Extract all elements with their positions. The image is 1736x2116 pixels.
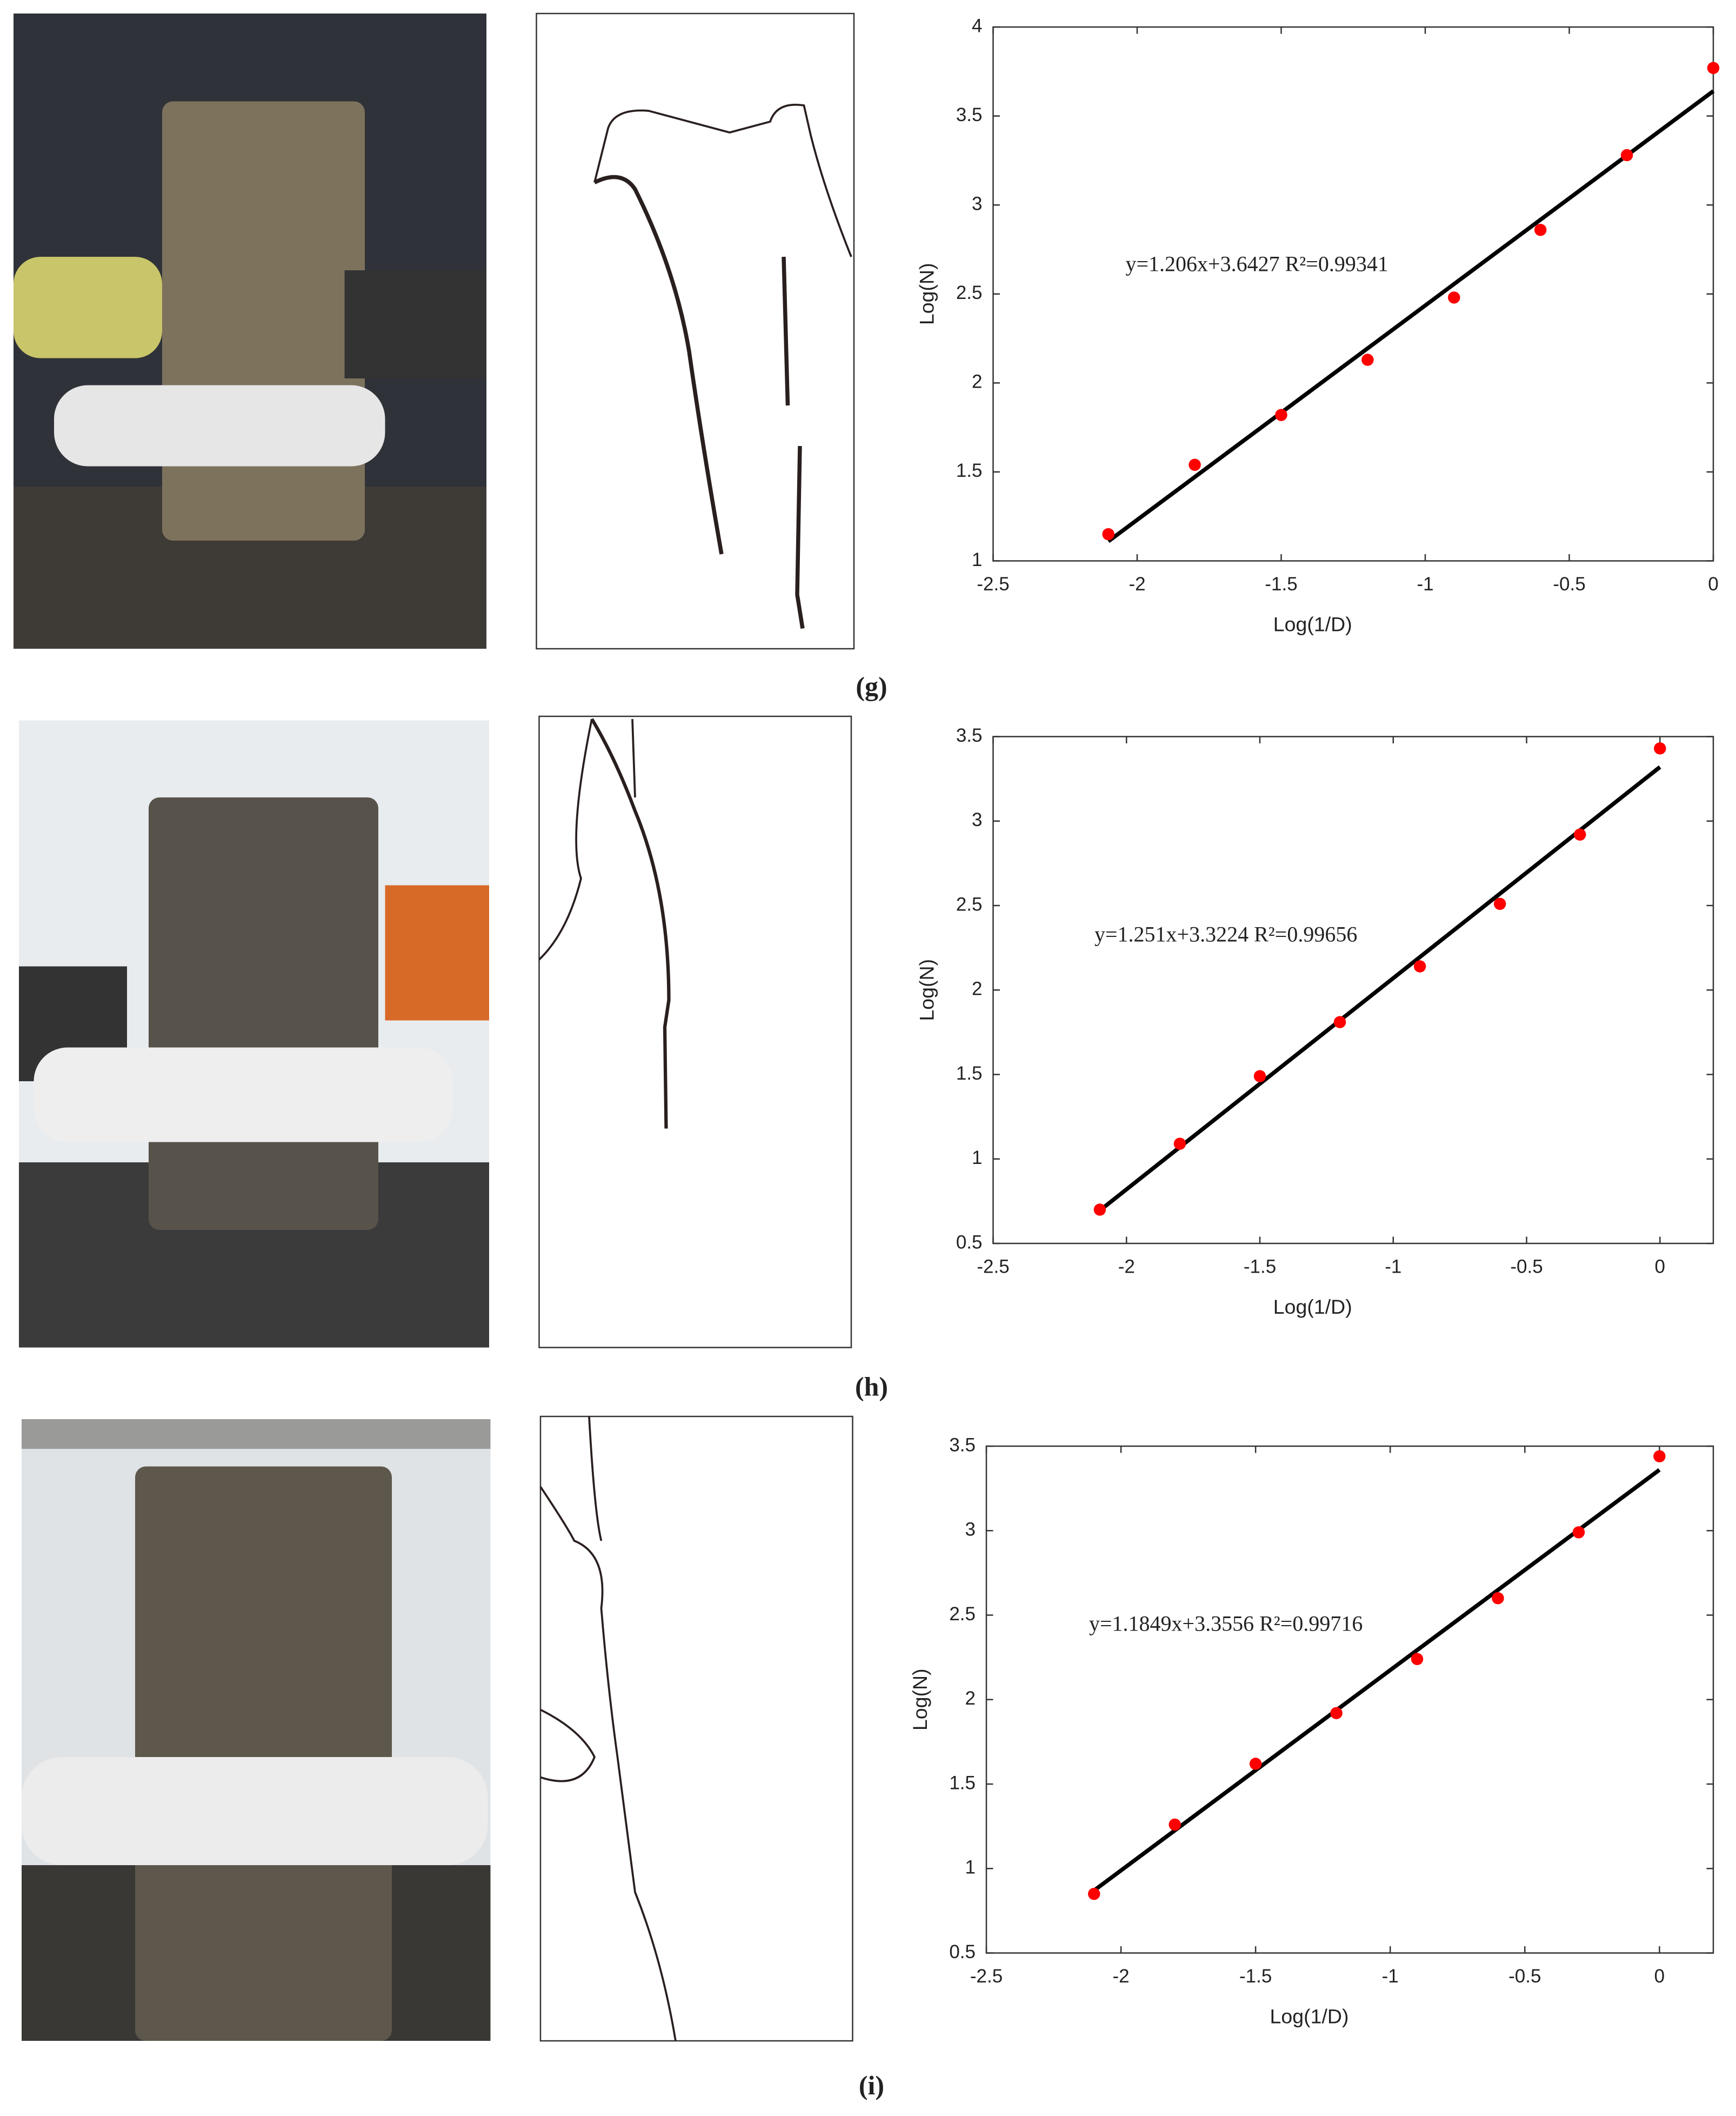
x-tick-label: -0.5	[1508, 1966, 1541, 1987]
data-point	[1249, 1758, 1262, 1770]
x-tick-label: 0	[1654, 1966, 1665, 1987]
y-tick-label: 1.5	[956, 1063, 983, 1084]
data-point	[1333, 1016, 1346, 1028]
data-point	[1448, 291, 1460, 304]
y-tick-label: 1	[965, 1857, 976, 1878]
y-tick-label: 3	[972, 809, 982, 830]
data-point	[1413, 960, 1426, 973]
x-tick-label: -2	[1129, 574, 1145, 595]
y-tick-label: 1	[972, 1147, 982, 1168]
y-tick-label: 2	[965, 1688, 976, 1709]
data-point	[1330, 1707, 1343, 1719]
x-axis-label: Log(1/D)	[1270, 2005, 1349, 2027]
y-axis-label: Log(N)	[909, 1668, 931, 1731]
y-tick-label: 0.5	[949, 1941, 976, 1962]
photo	[14, 14, 486, 649]
x-tick-label: -1.5	[1244, 1256, 1276, 1277]
data-point	[1411, 1653, 1424, 1665]
fit-annotation: y=1.251x+3.3224 R²=0.99656	[1094, 922, 1357, 947]
data-point	[1653, 1450, 1666, 1462]
y-tick-label: 3	[965, 1519, 976, 1540]
x-tick-label: -1.5	[1239, 1966, 1272, 1987]
fit-annotation: y=1.1849x+3.3556 R²=0.99716	[1089, 1612, 1363, 1636]
y-tick-label: 2.5	[949, 1603, 976, 1625]
x-tick-label: -1	[1382, 1966, 1399, 1987]
panel-label: (h)	[855, 1371, 888, 1401]
y-tick-label: 3	[972, 193, 982, 214]
y-tick-label: 3.5	[956, 725, 983, 746]
photo	[22, 1419, 491, 2041]
y-tick-label: 2	[972, 979, 982, 1000]
x-tick-label: -0.5	[1553, 574, 1585, 595]
x-tick-label: -2	[1118, 1256, 1135, 1277]
x-tick-label: -1	[1385, 1256, 1401, 1277]
data-point	[1275, 409, 1287, 421]
fit-line	[1098, 765, 1661, 1213]
data-point	[1493, 897, 1506, 910]
data-point	[1093, 1203, 1106, 1216]
y-tick-label: 1.5	[949, 1772, 976, 1793]
y-tick-label: 3.5	[956, 104, 983, 125]
data-point	[1361, 354, 1374, 366]
photo	[19, 720, 489, 1348]
plots: -2.5 -2 -1.5 -1 -0.5 0 1 1.5 2 2.5 3 3.5 4 Log(1/D) Lo…	[909, 15, 1720, 2027]
x-tick-label: -2	[1113, 1966, 1130, 1987]
x-axis-label: Log(1/D)	[1273, 613, 1352, 635]
x-tick-label: -0.5	[1510, 1256, 1543, 1277]
fit-line	[1107, 89, 1715, 543]
y-tick-label: 4	[972, 15, 982, 36]
data-point	[1620, 149, 1633, 162]
x-tick-label: -1.5	[1265, 574, 1297, 595]
y-tick-label: 2	[972, 371, 982, 392]
data-point	[1253, 1070, 1266, 1082]
x-tick-label: -2.5	[977, 574, 1009, 595]
y-tick-label: 2.5	[956, 894, 983, 915]
data-point	[1189, 458, 1201, 471]
data-point	[1707, 62, 1720, 74]
fit-annotation: y=1.206x+3.6427 R²=0.99341	[1126, 252, 1388, 276]
y-tick-label: 3.5	[949, 1434, 976, 1455]
y-tick-label: 1	[972, 549, 982, 570]
data-point	[1654, 742, 1666, 755]
data-point	[1572, 1526, 1585, 1539]
data-point	[1169, 1818, 1181, 1831]
data-point	[1102, 528, 1114, 541]
plot-area	[992, 26, 1714, 562]
crack-sketch	[536, 12, 855, 2042]
fit-line	[1093, 1468, 1661, 1892]
y-tick-label: 0.5	[956, 1232, 983, 1253]
y-tick-label: 2.5	[956, 282, 983, 303]
x-tick-label: -2.5	[977, 1256, 1009, 1277]
panel-label: (i)	[859, 2070, 884, 2100]
x-axis-label: Log(1/D)	[1273, 1295, 1352, 1318]
data-point	[1088, 1887, 1100, 1900]
y-axis-label: Log(N)	[915, 959, 938, 1021]
data-point	[1573, 828, 1586, 841]
y-axis-label: Log(N)	[915, 263, 938, 325]
data-point	[1492, 1592, 1504, 1605]
y-tick-label: 1.5	[956, 460, 983, 481]
x-tick-label: 0	[1708, 574, 1718, 595]
x-tick-label: -2.5	[970, 1966, 1003, 1987]
panel-label: (g)	[856, 671, 887, 701]
x-tick-label: -1	[1417, 574, 1433, 595]
x-tick-label: 0	[1655, 1256, 1665, 1277]
data-point	[1534, 224, 1547, 236]
data-point	[1173, 1137, 1186, 1150]
